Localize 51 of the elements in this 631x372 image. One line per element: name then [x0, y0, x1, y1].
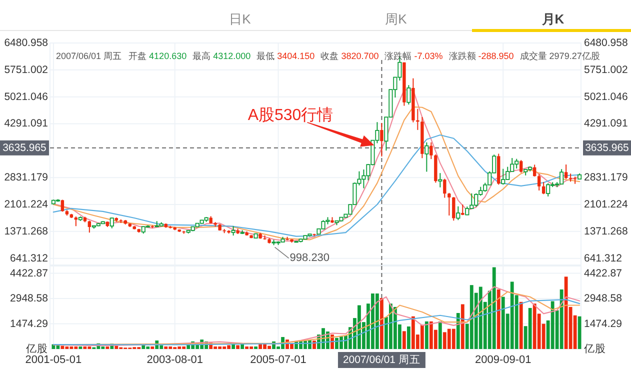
- annotation: A股530行情: [248, 106, 334, 124]
- text: 月K: [540, 12, 565, 26]
- annotation: -288.950: [478, 51, 514, 61]
- y2-tick-label: 2948.58: [584, 292, 622, 305]
- annotation: -7.03%: [414, 51, 443, 61]
- y2-tick-label: 5751.002: [584, 64, 628, 76]
- y2-tick-label: 2101.224: [584, 198, 628, 210]
- annotation: 2007/06/01 周五: [56, 51, 122, 61]
- y-tick-label: 5751.002: [4, 64, 48, 76]
- annotation: 4120.630: [149, 51, 187, 61]
- y-tick-label: 2101.224: [4, 198, 48, 210]
- x-tick-label: 2009-09-01: [474, 354, 532, 366]
- y2-tick-label: 6480.958: [584, 37, 628, 49]
- annotation: 成交量: [520, 51, 547, 61]
- y-tick-label: 5021.046: [4, 90, 48, 103]
- y-tick-label: 2831.179: [4, 172, 48, 184]
- annotation: 开盘: [128, 51, 147, 61]
- y-tick-label: 4291.091: [4, 118, 48, 130]
- annotation: 涨跌额: [448, 51, 476, 61]
- annotation: 4312.000: [213, 51, 251, 61]
- y2-tick-label: 5021.046: [584, 90, 628, 103]
- y2-tick-label: 1474.29: [584, 318, 622, 330]
- y2-tick-label: 4422.87: [584, 267, 622, 280]
- annotation: 3404.150: [277, 51, 315, 61]
- y2-tick-label: 亿股: [583, 343, 606, 355]
- annotation: 3820.700: [341, 51, 379, 61]
- y-tick-label: 641.312: [10, 252, 48, 264]
- ref-line-label: 3635.965: [2, 142, 47, 154]
- annotation: 2979.27亿股: [549, 51, 600, 61]
- y-tick-label: 亿股: [25, 343, 48, 355]
- annotation: 最低: [256, 51, 275, 61]
- y-tick-label: 1474.29: [10, 318, 48, 330]
- y2-tick-label: 2831.179: [584, 172, 628, 184]
- x-tick-label: 2001-05-01: [25, 354, 82, 366]
- annotation: 最高: [192, 51, 211, 61]
- annotation: 998.230: [290, 252, 330, 264]
- text: 3635.965: [585, 142, 629, 154]
- y2-tick-label: 641.312: [584, 252, 622, 264]
- y-tick-label: 2948.58: [10, 292, 48, 305]
- text: 日K: [229, 12, 252, 26]
- annotation: 收盘: [320, 51, 339, 61]
- x-tick-label: 2003-08-01: [146, 354, 203, 366]
- y-tick-label: 4422.87: [10, 267, 48, 280]
- y2-tick-label: 4291.091: [584, 118, 628, 130]
- y-tick-label: 6480.958: [4, 37, 48, 49]
- text: 周K: [385, 12, 408, 26]
- x-tick-label: 2005-07-01: [250, 354, 306, 366]
- annotation: 涨跌幅: [384, 51, 412, 61]
- ref-line-label: 2007/06/01 周五: [342, 354, 420, 366]
- y2-tick-label: 1371.268: [584, 225, 628, 238]
- y-tick-label: 1371.268: [4, 225, 48, 238]
